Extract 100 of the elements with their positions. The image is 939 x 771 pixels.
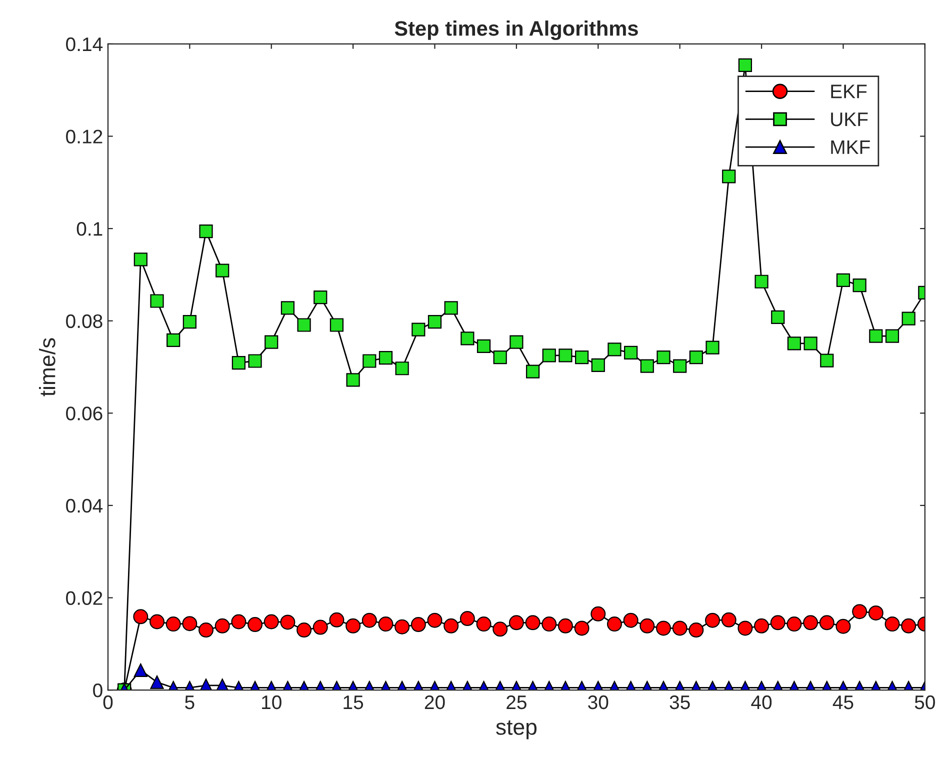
x-tick-label: 10: [262, 695, 282, 710]
point: [804, 336, 818, 350]
point: [182, 616, 198, 632]
point: [444, 301, 458, 315]
legend-label: MKF: [831, 140, 870, 154]
point: [885, 329, 900, 343]
point: [492, 622, 508, 637]
point: [819, 615, 834, 630]
point: [330, 318, 344, 332]
point: [134, 252, 148, 266]
point: [606, 616, 622, 632]
point: [754, 618, 770, 634]
y-tick-label: 0.06: [66, 406, 102, 420]
point: [232, 356, 246, 370]
y-tick-label: 0.04: [66, 498, 103, 513]
point: [672, 620, 688, 636]
point: [640, 618, 655, 634]
point: [673, 359, 687, 373]
point: [346, 373, 360, 387]
point: [198, 622, 214, 638]
point: [689, 350, 703, 364]
point: [296, 622, 312, 638]
y-tick-label: 0.14: [66, 37, 103, 52]
point: [508, 615, 524, 630]
point: [264, 335, 278, 349]
point: [852, 604, 868, 620]
point: [378, 350, 393, 365]
point: [640, 359, 654, 373]
x-tick-label: 20: [424, 695, 445, 710]
point: [705, 612, 720, 628]
point: [444, 618, 459, 634]
point: [771, 310, 785, 324]
point: [803, 615, 818, 630]
point: [460, 611, 475, 626]
y-tick-label: 0.1: [76, 222, 102, 236]
point: [248, 617, 263, 632]
point: [150, 675, 164, 690]
point: [721, 612, 736, 628]
point: [476, 616, 492, 632]
point: [346, 618, 361, 634]
point: [510, 335, 524, 349]
point: [868, 605, 884, 620]
point: [150, 614, 164, 630]
point: [312, 620, 328, 635]
point: [476, 339, 491, 354]
y-tick-label: 0.02: [66, 591, 102, 605]
point: [624, 346, 638, 360]
point: [231, 614, 246, 630]
point: [590, 606, 606, 622]
x-tick-label: 35: [670, 695, 690, 710]
y-tick-label: 0.12: [66, 130, 102, 144]
point: [706, 340, 720, 354]
point: [608, 342, 622, 356]
point: [754, 274, 768, 288]
point: [869, 329, 883, 343]
point: [182, 314, 196, 329]
point: [133, 609, 148, 624]
point: [884, 616, 900, 632]
point: [314, 290, 328, 304]
point: [836, 273, 850, 288]
point: [378, 616, 394, 632]
point: [722, 170, 736, 184]
point: [362, 612, 377, 628]
point: [542, 348, 556, 362]
x-tick-label: 0: [103, 695, 113, 710]
legend-label: UKF: [831, 112, 868, 126]
x-tick-label: 30: [588, 695, 608, 710]
point: [574, 620, 590, 636]
point: [329, 612, 344, 628]
point: [558, 348, 572, 362]
x-axis-title: step: [496, 720, 537, 740]
point: [558, 618, 573, 634]
point: [428, 314, 442, 329]
point: [214, 618, 230, 634]
point: [787, 336, 802, 350]
point: [542, 616, 557, 632]
point: [738, 58, 752, 72]
x-tick-label: 5: [185, 696, 194, 710]
point: [410, 617, 426, 632]
point: [248, 354, 262, 368]
x-tick-label: 15: [344, 696, 364, 710]
point: [493, 350, 507, 364]
point: [656, 350, 670, 364]
point: [738, 620, 753, 636]
point: [166, 616, 181, 632]
legend-label: EKF: [831, 84, 867, 98]
point: [656, 620, 671, 636]
y-tick-label: 0.08: [66, 314, 102, 328]
y-tick-label: 0: [93, 684, 102, 698]
point: [264, 614, 279, 630]
point: [688, 622, 704, 638]
point: [623, 612, 638, 628]
point: [199, 224, 213, 238]
point: [852, 278, 866, 292]
point: [526, 364, 540, 378]
point: [297, 318, 311, 332]
point: [591, 358, 605, 372]
point: [836, 618, 851, 634]
point: [394, 619, 410, 634]
point: [820, 354, 834, 368]
